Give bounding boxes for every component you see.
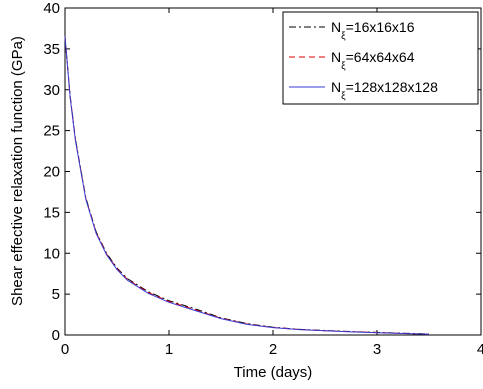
legend-label-2: Nξ=64x64x64 [331, 49, 415, 72]
series-lines [64, 36, 430, 335]
y-tick-label: 25 [43, 123, 60, 140]
series-line-3 [64, 36, 430, 335]
y-tick-label: 30 [43, 82, 60, 99]
x-tick-label: 3 [373, 341, 381, 358]
x-tick-label: 2 [269, 341, 277, 358]
legend-label-3: Nξ=128x128x128 [331, 79, 438, 102]
y-tick-label: 15 [43, 204, 60, 221]
x-tick-label: 0 [61, 341, 69, 358]
x-tick-label: 4 [477, 341, 483, 358]
legend: Nξ=16x16x16 Nξ=64x64x64 Nξ=128x128x128 [282, 11, 479, 105]
y-tick-label: 10 [43, 245, 60, 262]
legend-label-1: Nξ=16x16x16 [331, 19, 415, 42]
y-axis-title: Shear effective relaxation function (GPa… [9, 36, 26, 306]
x-axis-title: Time (days) [234, 364, 313, 381]
y-tick-label: 40 [43, 0, 60, 17]
y-tick-label: 35 [43, 41, 60, 58]
y-tick-label: 20 [43, 164, 60, 181]
y-tick-label: 5 [52, 286, 60, 303]
x-tick-label: 1 [165, 341, 173, 358]
y-tick-label: 0 [52, 327, 60, 344]
